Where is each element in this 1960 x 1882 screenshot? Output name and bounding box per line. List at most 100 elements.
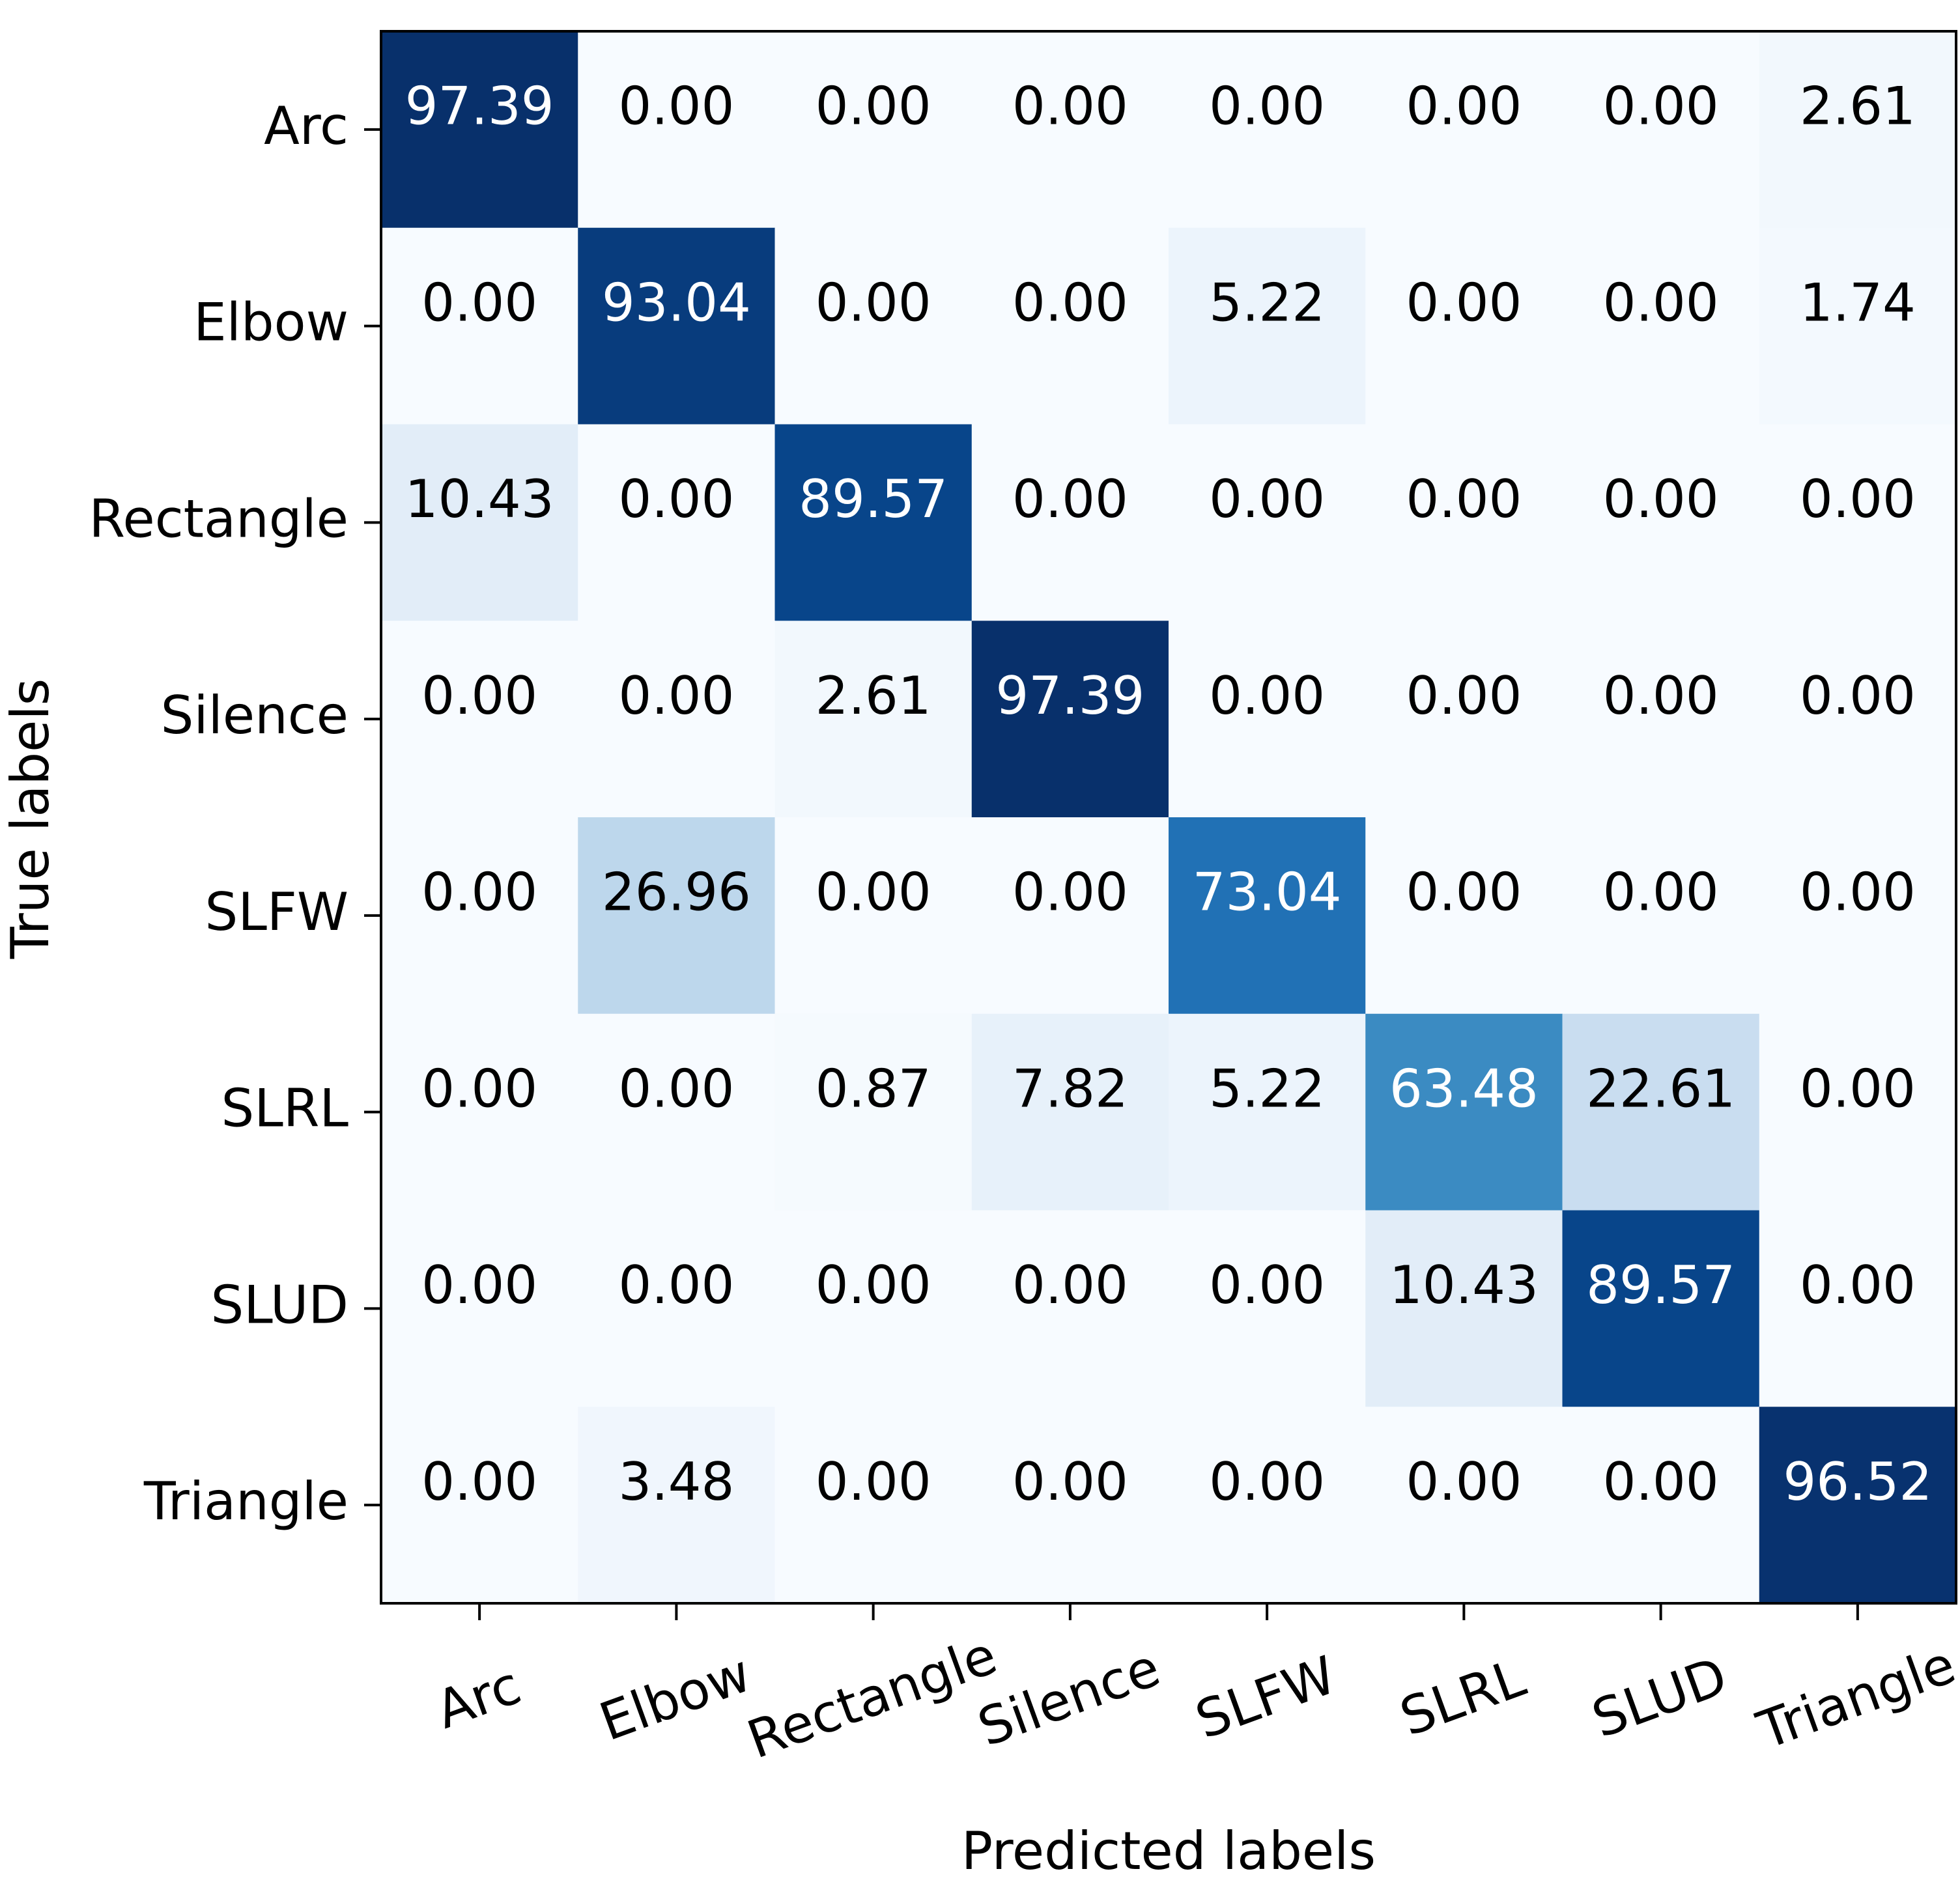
heatmap-cell xyxy=(381,227,578,425)
heatmap-cell xyxy=(774,1407,973,1604)
cell-label: 5.22 xyxy=(1209,1058,1325,1119)
heatmap-cell xyxy=(1169,1210,1366,1407)
cell-label: 0.00 xyxy=(1603,1452,1719,1512)
cell-label: 7.82 xyxy=(1012,1058,1128,1119)
cell-label: 0.00 xyxy=(1012,76,1128,137)
heatmap-cell xyxy=(578,1210,775,1407)
heatmap-cell xyxy=(1759,424,1957,621)
heatmap-cell xyxy=(578,31,775,229)
heatmap-cell xyxy=(971,817,1169,1015)
heatmap-cell xyxy=(971,1210,1169,1407)
heatmap-cell xyxy=(1562,817,1760,1015)
cell-label: 0.00 xyxy=(1209,1255,1325,1315)
heatmap-cell xyxy=(1759,31,1957,229)
cell-label: 3.48 xyxy=(618,1452,734,1512)
cell-label: 0.00 xyxy=(816,862,931,923)
heatmap-cell xyxy=(1562,621,1760,818)
heatmap-cell xyxy=(1759,227,1957,425)
y-tick-label: Rectangle xyxy=(89,488,348,549)
heatmap-cell xyxy=(774,227,973,425)
cell-label: 0.00 xyxy=(1012,862,1128,923)
x-tick-label: Silence xyxy=(971,1637,1168,1758)
y-tick-label: SLUD xyxy=(210,1274,348,1335)
x-tick-label: Rectangle xyxy=(740,1625,1004,1771)
heatmap-cell xyxy=(1759,817,1957,1015)
heatmap-cell xyxy=(1759,1407,1957,1604)
heatmap-cell xyxy=(1759,621,1957,818)
cell-label: 0.00 xyxy=(1209,1452,1325,1512)
cell-label: 73.04 xyxy=(1193,862,1342,923)
heatmap-cell xyxy=(1365,31,1563,229)
heatmap-cell xyxy=(971,1013,1169,1211)
cell-label: 22.61 xyxy=(1586,1058,1735,1119)
cell-label: 0.00 xyxy=(1603,469,1719,529)
heatmap-cell xyxy=(774,1013,973,1211)
heatmap-cell xyxy=(774,424,973,621)
cell-label: 97.39 xyxy=(995,666,1144,726)
cell-label: 0.00 xyxy=(816,76,931,137)
heatmap-cell xyxy=(1169,31,1366,229)
y-tick-label: Arc xyxy=(264,96,348,156)
y-tick-label: Silence xyxy=(161,685,348,746)
cell-label: 63.48 xyxy=(1389,1058,1539,1119)
heatmap-cell xyxy=(774,1210,973,1407)
cell-label: 0.00 xyxy=(618,76,734,137)
heatmap-cell xyxy=(1365,227,1563,425)
heatmap-cell xyxy=(381,1210,578,1407)
heatmap-cell xyxy=(1562,1013,1760,1211)
cell-label: 0.00 xyxy=(1603,862,1719,923)
x-tick-label: SLUD xyxy=(1584,1646,1735,1750)
cell-label: 0.00 xyxy=(1406,1452,1522,1512)
x-axis-label: Predicted labels xyxy=(961,1821,1376,1881)
cell-label: 0.00 xyxy=(1012,1452,1128,1512)
heatmap-cell xyxy=(1169,817,1366,1015)
heatmap-cell xyxy=(1365,621,1563,818)
cell-label: 0.00 xyxy=(421,666,537,726)
cell-label: 0.00 xyxy=(1800,666,1916,726)
cell-label: 1.74 xyxy=(1800,272,1916,333)
cell-label: 0.00 xyxy=(1012,469,1128,529)
heatmap-cell xyxy=(578,1013,775,1211)
heatmap-cell xyxy=(578,817,775,1015)
cell-label: 0.00 xyxy=(421,1255,537,1315)
heatmap-cell xyxy=(1169,424,1366,621)
cell-label: 0.00 xyxy=(1209,666,1325,726)
heatmap-cell xyxy=(1562,31,1760,229)
y-tick-label: SLFW xyxy=(205,882,348,942)
cell-label: 0.00 xyxy=(1800,1255,1916,1315)
cell-label: 0.00 xyxy=(618,1255,734,1315)
cell-label: 89.57 xyxy=(799,469,948,529)
cell-label: 0.00 xyxy=(1209,469,1325,529)
cell-label: 0.00 xyxy=(1012,1255,1128,1315)
heatmap-cell xyxy=(1169,1013,1366,1211)
cell-label: 0.00 xyxy=(816,272,931,333)
y-tick-label: Elbow xyxy=(193,292,348,353)
heatmap-cell xyxy=(1365,1013,1563,1211)
cell-label: 0.00 xyxy=(421,1058,537,1119)
cell-label: 96.52 xyxy=(1783,1452,1932,1512)
cell-label: 0.00 xyxy=(1406,862,1522,923)
cell-label: 97.39 xyxy=(405,76,554,137)
heatmap-cell xyxy=(1759,1013,1957,1211)
cell-label: 0.00 xyxy=(421,862,537,923)
cell-label: 0.00 xyxy=(618,1058,734,1119)
heatmap-cell xyxy=(381,621,578,818)
heatmap-cell xyxy=(1562,424,1760,621)
cell-label: 10.43 xyxy=(1389,1255,1539,1315)
cell-label: 0.87 xyxy=(816,1058,931,1119)
x-tick-label: SLRL xyxy=(1393,1648,1533,1748)
x-tick-label: Elbow xyxy=(592,1642,758,1752)
cell-label: 0.00 xyxy=(1800,469,1916,529)
heatmap-cell xyxy=(381,31,578,229)
heatmap-cell xyxy=(774,621,973,818)
heatmap-cell xyxy=(1169,227,1366,425)
heatmap-cell xyxy=(971,1407,1169,1604)
x-tick-label: SLFW xyxy=(1188,1644,1344,1750)
cell-label: 89.57 xyxy=(1586,1255,1735,1315)
cell-label: 0.00 xyxy=(618,666,734,726)
heatmap-cell xyxy=(774,817,973,1015)
heatmap-cell xyxy=(578,424,775,621)
heatmap-cell xyxy=(1759,1210,1957,1407)
heatmap-cell xyxy=(1365,1407,1563,1604)
